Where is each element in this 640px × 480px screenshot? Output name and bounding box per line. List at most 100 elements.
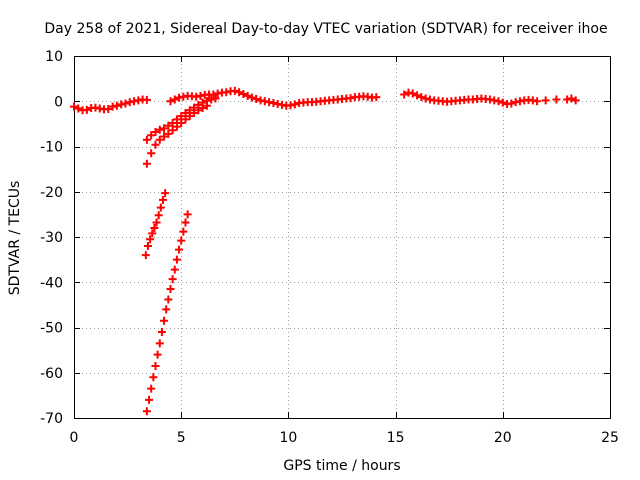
data-point xyxy=(142,407,151,416)
data-point xyxy=(177,112,186,121)
data-point xyxy=(175,245,184,254)
data-point xyxy=(413,91,422,100)
data-points xyxy=(70,86,580,416)
data-point xyxy=(155,135,164,144)
data-point xyxy=(151,361,160,370)
y-tick-label: 0 xyxy=(54,94,63,110)
data-point xyxy=(541,96,550,105)
data-point xyxy=(239,90,248,99)
x-tick-label: 20 xyxy=(494,430,512,446)
y-tick-label: -40 xyxy=(40,275,63,291)
data-point xyxy=(179,227,188,236)
data-point xyxy=(170,95,179,104)
data-point xyxy=(155,339,164,348)
data-point xyxy=(185,112,194,121)
data-point xyxy=(567,94,576,103)
data-point xyxy=(202,101,211,110)
data-point xyxy=(153,350,162,359)
data-point xyxy=(145,395,154,404)
data-point xyxy=(181,218,190,227)
data-point xyxy=(147,149,156,158)
x-tick-label: 25 xyxy=(601,430,619,446)
data-point xyxy=(152,218,161,227)
data-point xyxy=(400,90,409,99)
data-point xyxy=(417,93,426,102)
data-point xyxy=(181,115,190,124)
data-point xyxy=(160,316,169,325)
data-point xyxy=(150,223,159,232)
data-point xyxy=(162,305,171,314)
data-point xyxy=(552,95,561,104)
data-point xyxy=(533,97,542,106)
data-point xyxy=(168,126,177,135)
data-point xyxy=(168,118,177,127)
data-point xyxy=(230,86,239,95)
x-tick-label: 15 xyxy=(387,430,405,446)
data-point xyxy=(172,122,181,131)
data-point xyxy=(82,105,91,114)
data-point xyxy=(112,101,121,110)
grid-lines xyxy=(74,56,610,418)
data-point xyxy=(146,235,155,244)
data-point xyxy=(183,210,192,219)
data-point xyxy=(168,275,177,284)
data-point xyxy=(177,236,186,245)
data-point xyxy=(194,106,203,115)
data-point xyxy=(147,384,156,393)
data-point xyxy=(156,203,165,212)
y-tick-label: -10 xyxy=(40,140,63,156)
y-tick-labels: -70 -60 -50 -40 -30 -20 -10 0 10 xyxy=(40,49,63,427)
data-point xyxy=(160,132,169,141)
data-point xyxy=(494,97,503,106)
data-point xyxy=(166,97,175,106)
data-point xyxy=(198,104,207,113)
data-point xyxy=(161,189,170,198)
data-point xyxy=(166,285,175,294)
data-point xyxy=(172,115,181,124)
y-tick-label: 10 xyxy=(45,49,63,65)
data-point xyxy=(290,100,299,109)
data-point xyxy=(74,104,83,113)
axis-ticks xyxy=(74,56,611,419)
data-point xyxy=(252,94,261,103)
data-point xyxy=(164,129,173,138)
data-point xyxy=(143,242,152,251)
data-point xyxy=(70,102,78,111)
series-main-track xyxy=(70,86,580,115)
data-point xyxy=(243,91,252,100)
data-point xyxy=(142,159,151,168)
data-point xyxy=(372,93,381,102)
data-point xyxy=(498,98,507,107)
data-point xyxy=(177,118,186,127)
chart-title: Day 258 of 2021, Sidereal Day-to-day VTE… xyxy=(44,21,607,37)
data-point xyxy=(235,88,244,97)
x-axis-label: GPS time / hours xyxy=(283,458,400,474)
data-point xyxy=(211,94,220,103)
y-axis-label: SDTVAR / TECUs xyxy=(7,181,23,296)
data-point xyxy=(149,373,158,382)
data-point xyxy=(104,104,113,113)
data-point xyxy=(190,109,199,118)
data-point xyxy=(147,131,156,140)
series-arc-2 xyxy=(142,101,211,168)
series-steep-arc-2 xyxy=(142,210,192,416)
data-point xyxy=(142,95,151,104)
data-point xyxy=(158,195,167,204)
series-steep-arc-1 xyxy=(141,189,170,260)
data-point xyxy=(148,229,157,238)
data-point xyxy=(154,211,163,220)
x-tick-label: 5 xyxy=(177,430,186,446)
data-point xyxy=(157,328,166,337)
y-tick-label: -70 xyxy=(40,411,63,427)
data-point xyxy=(121,99,130,108)
data-point xyxy=(507,99,516,108)
data-point xyxy=(170,265,179,274)
data-point xyxy=(151,140,160,149)
data-point xyxy=(408,89,417,98)
data-point xyxy=(155,125,164,134)
data-point xyxy=(164,121,173,130)
x-tick-label: 0 xyxy=(70,430,79,446)
y-tick-label: -20 xyxy=(40,185,63,201)
y-tick-label: -30 xyxy=(40,230,63,246)
